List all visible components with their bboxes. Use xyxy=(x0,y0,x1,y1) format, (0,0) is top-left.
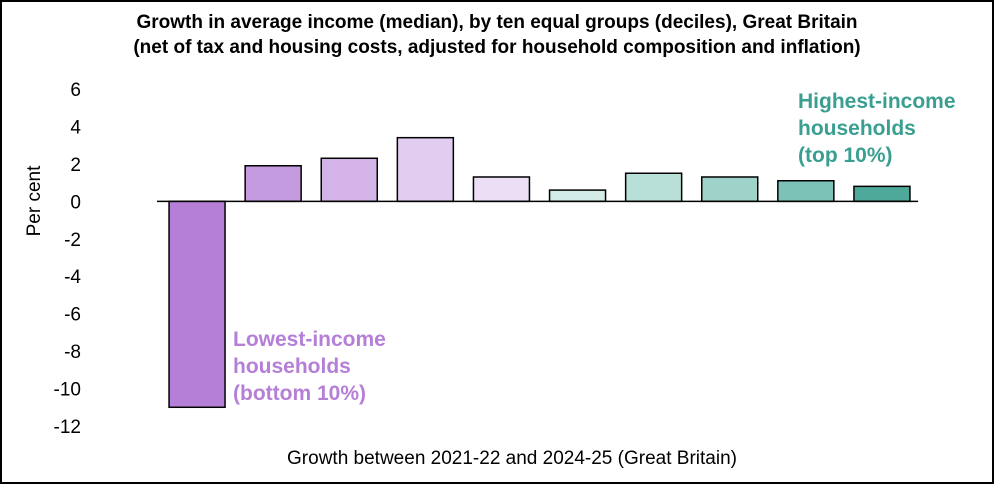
highest-annotation-line-3: (top 10%) xyxy=(798,144,893,167)
y-tick-label: -8 xyxy=(64,342,81,363)
y-tick-label: -10 xyxy=(54,380,81,401)
y-axis-label: Per cent xyxy=(24,165,45,236)
lowest-annotation-line-2: households xyxy=(233,355,351,378)
y-tick-label: 6 xyxy=(70,80,81,101)
lowest-income-annotation: Lowest-income households (bottom 10%) xyxy=(233,328,386,405)
highest-income-annotation: Highest-income households (top 10%) xyxy=(798,90,956,167)
bar-decile-4 xyxy=(396,136,455,203)
y-tick-label: 2 xyxy=(70,155,81,176)
y-tick-label: -12 xyxy=(54,417,81,438)
bar-decile-8 xyxy=(701,176,759,203)
lowest-annotation-line-3: (bottom 10%) xyxy=(233,382,366,405)
bar-decile-2 xyxy=(244,165,302,203)
bar-decile-6 xyxy=(548,189,607,203)
y-tick-label: 0 xyxy=(70,192,81,213)
y-axis-ticks: 6 4 2 0 -2 -4 -6 -8 -10 -12 xyxy=(54,80,82,438)
lowest-annotation-line-1: Lowest-income xyxy=(233,328,386,351)
highest-annotation-line-2: households xyxy=(798,117,916,140)
bar-decile-7 xyxy=(624,172,683,203)
y-tick-label: -6 xyxy=(64,305,81,326)
bar-decile-3 xyxy=(320,157,378,203)
y-tick-label: -4 xyxy=(64,267,81,288)
bar-decile-10 xyxy=(853,185,911,203)
y-tick-label: -2 xyxy=(64,230,81,251)
highest-annotation-line-1: Highest-income xyxy=(798,90,956,113)
bars xyxy=(168,136,911,409)
y-tick-label: 4 xyxy=(70,117,81,138)
bar-decile-9 xyxy=(777,179,835,203)
bar-decile-1 xyxy=(168,200,226,409)
x-axis-label: Growth between 2021-22 and 2024-25 (Grea… xyxy=(287,448,737,469)
bar-decile-5 xyxy=(472,176,531,203)
chart-title-line-1: Growth in average income (median), by te… xyxy=(136,12,858,33)
chart-title-line-2: (net of tax and housing costs, adjusted … xyxy=(133,37,861,58)
